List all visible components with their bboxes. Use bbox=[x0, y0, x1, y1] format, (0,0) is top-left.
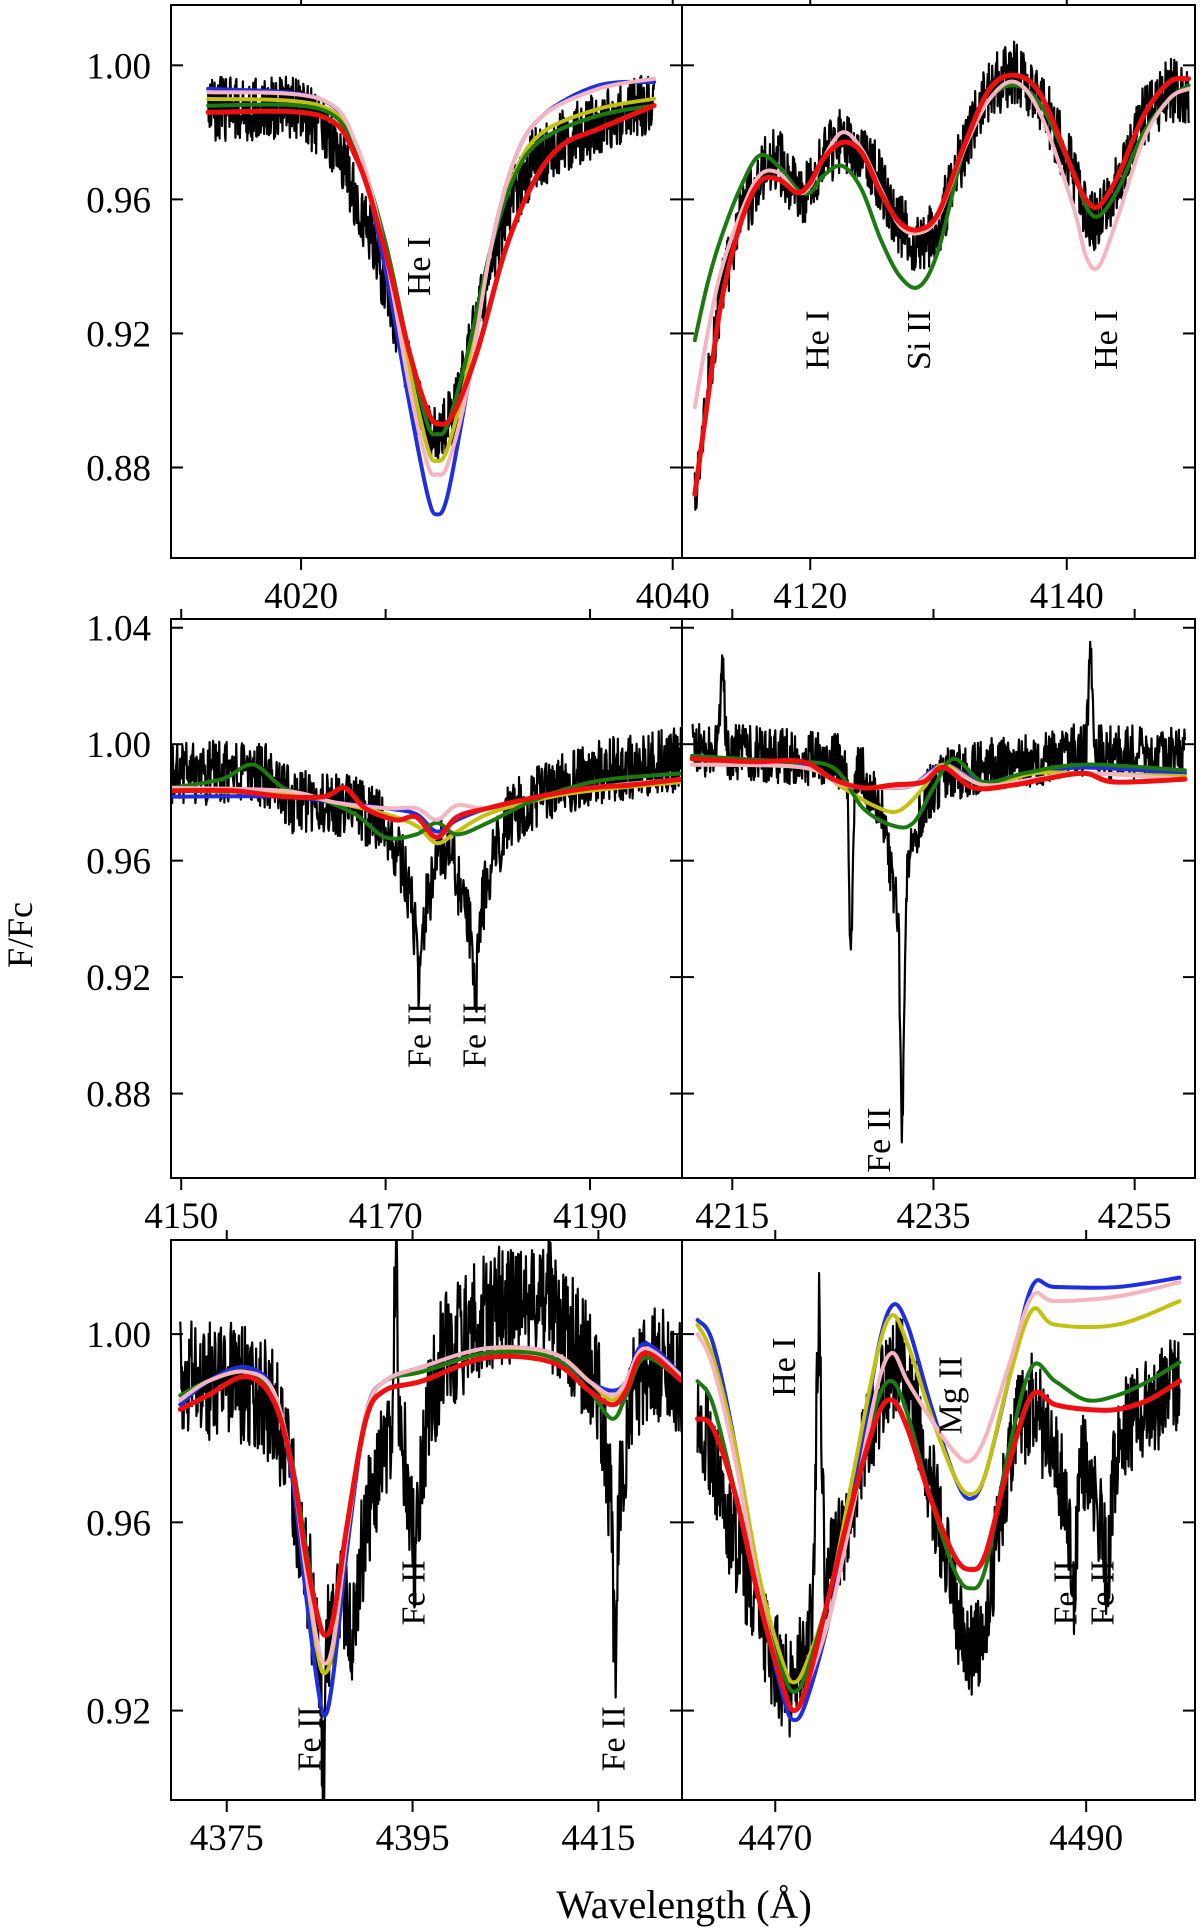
plot-area bbox=[692, 40, 1192, 511]
series-model-pink bbox=[692, 79, 1191, 410]
plot-area bbox=[171, 726, 682, 1013]
x-tick-label: 4150 bbox=[144, 1196, 218, 1237]
line-label: He I bbox=[766, 1337, 803, 1396]
series-observed bbox=[171, 726, 682, 1013]
x-tick-label: 4170 bbox=[349, 1196, 423, 1237]
panel-3: 0.88 0.92 0.96 1.00 1.04 4150 4170 4190 Fe II Fe … bbox=[86, 609, 683, 1237]
y-tick-label: 0.88 bbox=[86, 449, 151, 490]
line-label: Fe II bbox=[292, 1706, 329, 1771]
series-model-red bbox=[689, 756, 1188, 792]
x-tick-label: 4395 bbox=[376, 1818, 450, 1859]
y-tick-label: 0.92 bbox=[86, 1692, 151, 1733]
y-tick-label: 0.92 bbox=[86, 958, 151, 999]
x-tick-label: 4120 bbox=[773, 576, 847, 617]
y-tick-label: 1.00 bbox=[86, 1315, 151, 1356]
plot-area bbox=[695, 1271, 1182, 1738]
plot-area bbox=[205, 74, 657, 517]
series-model-red bbox=[171, 776, 682, 840]
line-label: Fe II bbox=[1085, 1560, 1122, 1625]
panel-frame bbox=[681, 1239, 1196, 1801]
x-tick-label: 4490 bbox=[1049, 1818, 1123, 1859]
x-tick-label: 4470 bbox=[738, 1818, 812, 1859]
panel-4: 4215 4235 4255 Fe II bbox=[681, 609, 1196, 1237]
series-model-yellow bbox=[695, 1299, 1182, 1685]
panel-frame bbox=[681, 4, 1196, 559]
x-tick-label: 4255 bbox=[1098, 1196, 1172, 1237]
x-tick-label: 4040 bbox=[636, 576, 710, 617]
series-model-green bbox=[690, 753, 1187, 830]
line-label: He I bbox=[401, 237, 438, 296]
x-tick-label: 4190 bbox=[553, 1196, 627, 1237]
line-label: Fe II bbox=[401, 1003, 438, 1068]
x-tick-label: 4215 bbox=[695, 1196, 769, 1237]
line-label: Fe II bbox=[861, 1108, 898, 1173]
line-label: Fe II bbox=[396, 1560, 433, 1625]
line-label: Mg II bbox=[932, 1356, 969, 1434]
x-tick-label: 4375 bbox=[190, 1818, 264, 1859]
y-tick-label: 1.04 bbox=[86, 609, 151, 650]
line-label: He I bbox=[800, 310, 837, 369]
series-model-red bbox=[177, 1350, 682, 1638]
y-tick-label: 0.92 bbox=[86, 314, 151, 355]
line-label: He I bbox=[1088, 310, 1125, 369]
x-tick-label: 4235 bbox=[896, 1196, 970, 1237]
y-tick-label: 1.00 bbox=[86, 46, 151, 87]
line-label: Fe II bbox=[1047, 1560, 1084, 1625]
y-tick-label: 0.96 bbox=[86, 180, 151, 221]
series-model-red bbox=[692, 72, 1192, 497]
series-model-pink bbox=[206, 76, 657, 477]
x-axis-label: Wavelength (Å) bbox=[556, 1882, 812, 1927]
plot-area bbox=[177, 1240, 682, 1800]
y-tick-label: 0.88 bbox=[86, 1075, 151, 1116]
panel-1: 0.88 0.92 0.96 1.00 4020 4040 He I bbox=[86, 0, 710, 617]
series-observed bbox=[691, 640, 1187, 1144]
panel-5: 0.92 0.96 1.00 4375 4395 4415 Fe II Fe II Fe II bbox=[86, 1230, 683, 1859]
series-model-green bbox=[692, 83, 1191, 343]
x-tick-label: 4020 bbox=[264, 576, 338, 617]
y-tick-label: 1.00 bbox=[86, 725, 151, 766]
series-observed bbox=[693, 40, 1190, 511]
series-observed bbox=[696, 1271, 1181, 1738]
y-tick-label: 0.96 bbox=[86, 1503, 151, 1544]
x-tick-label: 4140 bbox=[1030, 576, 1104, 617]
y-tick-label: 0.96 bbox=[86, 842, 151, 883]
panel-6: 4470 4490 He I Mg II Fe II Fe II bbox=[681, 1230, 1196, 1859]
y-axis-label: F/Fc bbox=[0, 902, 40, 968]
line-label: Fe II bbox=[457, 1003, 494, 1068]
x-tick-label: 4415 bbox=[561, 1818, 635, 1859]
plot-area bbox=[689, 640, 1188, 1144]
series-model-red bbox=[695, 1378, 1182, 1714]
line-label: Fe II bbox=[595, 1706, 632, 1771]
series-model-green bbox=[206, 102, 657, 437]
panel-2: 4120 4140 He I Si II He I bbox=[681, 0, 1196, 617]
series-model-red bbox=[205, 103, 657, 427]
panel-frame bbox=[681, 618, 1196, 1179]
line-label: Si II bbox=[901, 310, 938, 370]
